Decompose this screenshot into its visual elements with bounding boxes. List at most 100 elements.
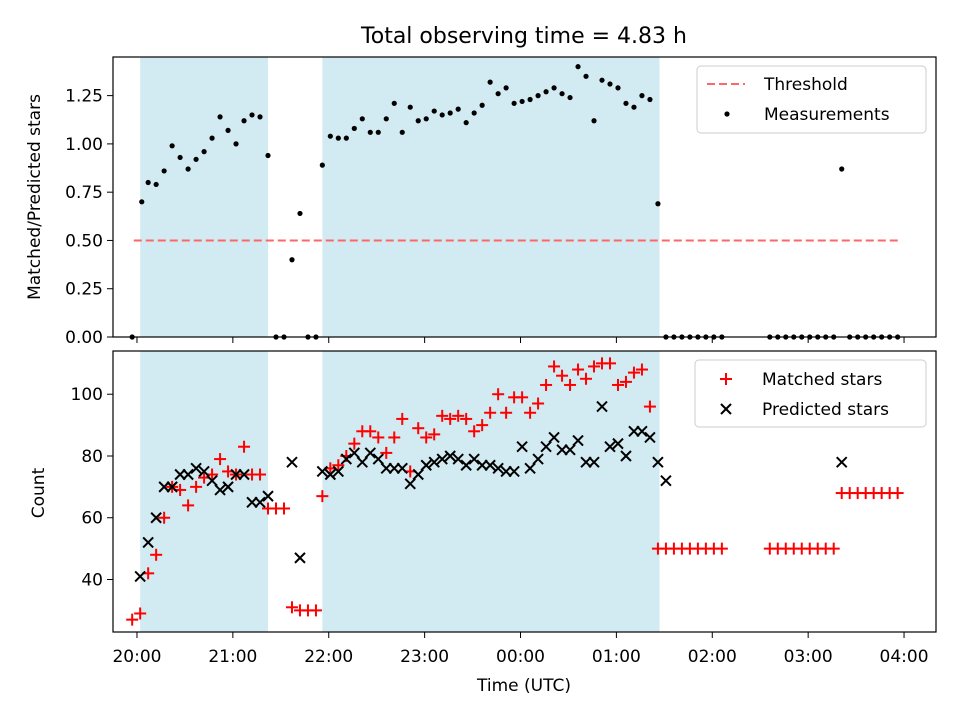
- measurement-point: [265, 152, 271, 159]
- measurement-point: [647, 96, 653, 103]
- matched-star-point: [619, 375, 632, 388]
- measurement-point: [455, 106, 461, 112]
- predicted-star-point: [460, 459, 472, 471]
- matched-star-point: [611, 378, 624, 391]
- measurement-point: [503, 85, 509, 91]
- predicted-star-point: [190, 462, 202, 475]
- bottom-y-tick-label: 60: [81, 509, 103, 529]
- predicted-star-point: [572, 434, 584, 447]
- matched-star-point: [396, 412, 409, 425]
- top-y-tick-label: 0.50: [65, 231, 103, 251]
- measurement-point: [519, 98, 525, 105]
- bottom-x-tick-label: 20:00: [112, 647, 161, 667]
- predicted-star-point: [294, 552, 306, 564]
- predicted-star-point: [316, 465, 329, 478]
- bottom-shaded-interval: [140, 351, 269, 632]
- top-shaded-intervals: [140, 57, 660, 337]
- predicted-star-point: [524, 462, 536, 475]
- bottom-y-axis-label: Count: [29, 467, 49, 518]
- predicted-star-point: [588, 456, 600, 468]
- measurement-point: [487, 79, 493, 85]
- measurement-point: [599, 77, 605, 83]
- predicted-star-point: [348, 447, 361, 459]
- predicted-star-point: [182, 468, 194, 481]
- measurement-point: [447, 110, 453, 116]
- measurement-point: [145, 179, 151, 186]
- measurement-point: [161, 168, 167, 174]
- measurement-point: [559, 91, 565, 97]
- matched-star-point: [158, 511, 171, 524]
- matched-star-point: [524, 406, 537, 419]
- matched-star-point: [500, 406, 513, 419]
- predicted-star-point: [206, 474, 218, 487]
- measurement-point: [297, 210, 303, 217]
- measurement-point: [169, 143, 175, 149]
- measurement-point: [431, 108, 437, 114]
- predicted-star-point: [548, 431, 560, 444]
- predicted-star-point: [596, 400, 608, 413]
- measurement-point: [615, 85, 621, 91]
- bottom-legend: Matched stars Predicted stars: [694, 359, 927, 428]
- bottom-y-tick-label: 40: [81, 571, 103, 591]
- measurement-point: [591, 118, 597, 124]
- matched-star-point: [627, 366, 640, 379]
- matched-star-point: [372, 431, 385, 444]
- predicted-star-point: [468, 453, 480, 465]
- measurement-point: [575, 64, 581, 70]
- measurement-point: [241, 118, 247, 124]
- bottom-y-tick-label: 80: [81, 447, 103, 467]
- matched-star-point: [492, 388, 505, 401]
- bottom-x-tick-label: 00:00: [496, 647, 545, 667]
- measurement-point: [655, 201, 661, 207]
- matched-star-point: [643, 400, 656, 413]
- matched-star-point: [420, 431, 433, 444]
- measurement-point: [623, 100, 629, 106]
- measurement-point: [383, 116, 389, 122]
- bottom-x-tick-label: 04:00: [880, 647, 929, 667]
- predicted-star-point: [404, 478, 416, 490]
- measurement-point: [217, 114, 223, 120]
- predicted-star-point: [636, 425, 648, 437]
- legend-measurements-label: Measurements: [764, 105, 890, 125]
- predicted-star-point: [198, 465, 210, 478]
- top-legend: Threshold Measurements: [696, 65, 927, 134]
- bottom-x-ticks: 20:00 21:00 22:00 23:00 00:00 01:00 02:00 03:00…: [112, 632, 929, 667]
- measurement-point: [319, 162, 325, 168]
- bottom-x-tick-label: 21:00: [208, 647, 257, 667]
- legend-predicted-swatch: [720, 403, 732, 415]
- bottom-x-tick-label: 03:00: [784, 647, 833, 667]
- matched-star-point: [277, 502, 290, 515]
- predicted-star-point: [660, 474, 672, 487]
- predicted-star-point: [508, 465, 520, 478]
- measurement-point: [391, 100, 397, 106]
- predicted-star-point: [332, 465, 345, 478]
- legend-predicted-label: Predicted stars: [762, 400, 889, 420]
- bottom-shaded-interval: [322, 351, 660, 632]
- bottom-axes-frame: [112, 350, 937, 633]
- predicted-star-point: [142, 536, 154, 549]
- predicted-star-point: [644, 431, 656, 444]
- bottom-x-tick-label: 22:00: [304, 647, 353, 667]
- predicted-star-point: [540, 441, 552, 453]
- matched-star-point: [540, 378, 553, 391]
- matched-star-point: [444, 412, 457, 425]
- measurement-point: [209, 135, 215, 141]
- measurement-point: [471, 110, 477, 116]
- matched-star-point: [580, 372, 593, 385]
- matched-star-point: [412, 422, 425, 435]
- predicted-star-point: [372, 453, 384, 465]
- predicted-star-point: [324, 468, 337, 481]
- predicted-star-point: [452, 453, 464, 465]
- matched-star-point: [309, 604, 322, 617]
- matched-star-point: [572, 363, 585, 376]
- matched-star-point: [238, 440, 251, 453]
- matched-star-point: [254, 468, 267, 481]
- matched-star-point: [190, 480, 203, 493]
- predicted-star-point: [532, 453, 544, 465]
- measurement-point: [535, 93, 541, 99]
- top-y-tick-label: 1.25: [65, 87, 103, 107]
- measurement-point: [839, 166, 845, 172]
- matched-star-point: [214, 453, 227, 466]
- matched-star-point: [316, 490, 329, 503]
